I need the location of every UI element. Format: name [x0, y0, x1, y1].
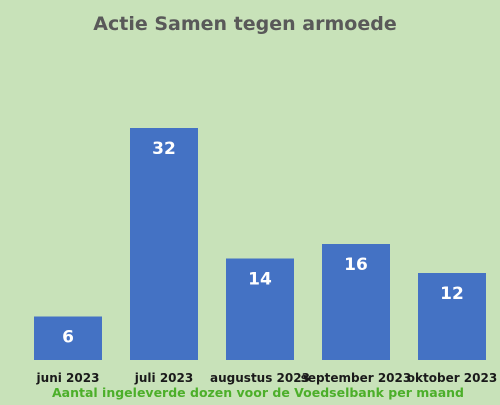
x-tick-label: september 2023: [301, 371, 411, 385]
bar-juli-2023: [130, 128, 198, 360]
x-tick-label: augustus 2023: [210, 371, 310, 385]
x-tick-label: juni 2023: [36, 371, 100, 385]
bars-layer: 6 32 14 16 12: [34, 128, 486, 360]
x-tick-label: juli 2023: [134, 371, 193, 385]
bar-september-2023: [322, 244, 390, 360]
x-axis-tick-labels: juni 2023 juli 2023 augustus 2023september…: [36, 371, 498, 385]
bar-juni-2023: [34, 316, 102, 360]
data-label: 6: [62, 328, 74, 348]
chart-title: Actie Samen tegen armoede: [93, 13, 396, 35]
data-label: 14: [248, 270, 272, 290]
data-label: 16: [344, 255, 368, 275]
data-label: 32: [152, 139, 176, 159]
x-tick-label: oktober 2023: [407, 371, 497, 385]
bar-oktober-2023: [418, 273, 486, 360]
bar-augustus-2023: [226, 258, 294, 360]
data-label: 12: [440, 284, 464, 304]
x-axis-label: Aantal ingeleverde dozen voor de Voedsel…: [52, 385, 464, 400]
